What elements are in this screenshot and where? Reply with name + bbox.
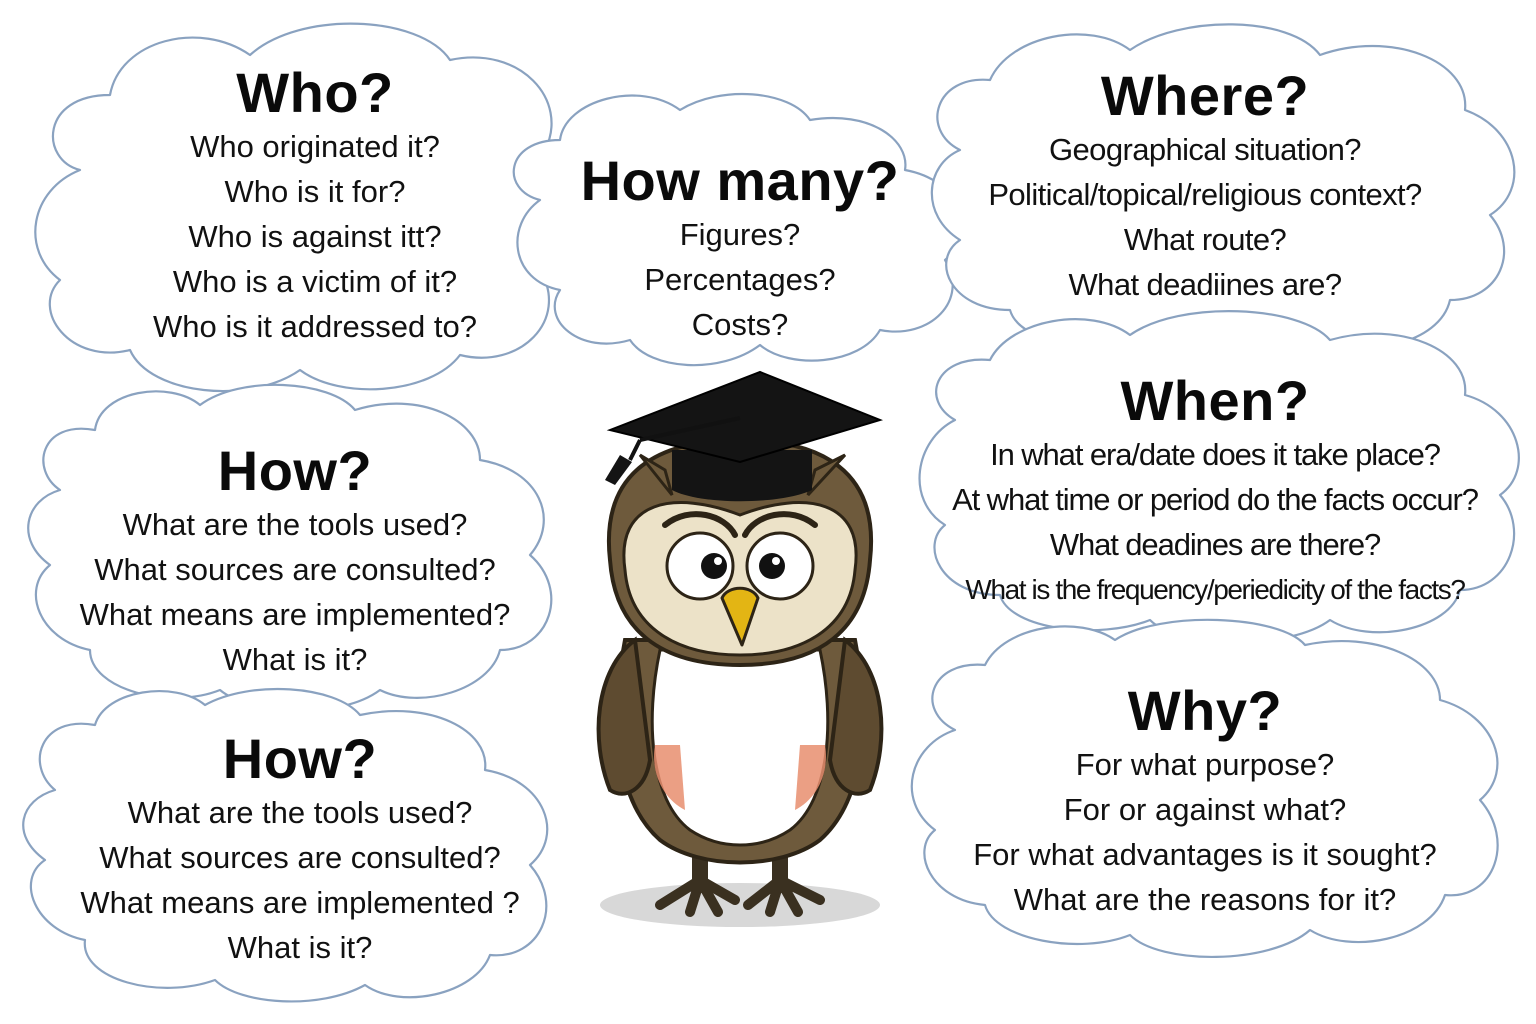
why-question-2: For or against what? bbox=[1063, 791, 1347, 827]
owl-with-graduation-cap-icon bbox=[596, 370, 884, 927]
cloud-how-many-text: How many? Figures? Percentages? Costs? bbox=[560, 150, 920, 347]
how-2-question-2: What sources are consulted? bbox=[99, 839, 501, 875]
who-question-2: Who is it for? bbox=[224, 173, 406, 209]
cloud-how-2-text: How? What are the tools used? What sourc… bbox=[55, 728, 545, 970]
cloud-how-many bbox=[514, 94, 963, 365]
cloud-why-text: Why? For what purpose? For or against wh… bbox=[945, 680, 1465, 922]
why-title: Why? bbox=[1127, 679, 1283, 742]
cloud-why bbox=[912, 620, 1498, 957]
who-question-4: Who is a victim of it? bbox=[172, 263, 458, 299]
how-many-question-3: Costs? bbox=[691, 306, 789, 342]
when-question-3: What deadines are there? bbox=[1049, 526, 1381, 562]
how-1-question-3: What means are implemented? bbox=[79, 596, 511, 632]
cloud-how-2 bbox=[23, 689, 547, 1001]
when-title: When? bbox=[1120, 369, 1310, 432]
how-1-question-1: What are the tools used? bbox=[122, 506, 468, 542]
how-1-title: How? bbox=[217, 439, 373, 502]
how-many-title: How many? bbox=[580, 149, 900, 212]
how-2-question-4: What is it? bbox=[227, 929, 373, 965]
cloud-where bbox=[932, 24, 1514, 357]
where-question-1: Geographical situation? bbox=[1049, 131, 1362, 167]
why-question-1: For what purpose? bbox=[1075, 746, 1335, 782]
who-question-5: Who is it addressed to? bbox=[153, 308, 477, 344]
cloud-when-text: When? In what era/date does it take plac… bbox=[940, 370, 1490, 612]
who-question-1: Who originated it? bbox=[190, 128, 440, 164]
where-title: Where? bbox=[1100, 64, 1310, 127]
where-question-2: Political/topical/religious context? bbox=[988, 176, 1422, 212]
cloud-who-text: Who? Who originated it? Who is it for? W… bbox=[100, 62, 530, 349]
when-question-2: At what time or period do the facts occu… bbox=[952, 481, 1479, 517]
when-question-1: In what era/date does it take place? bbox=[990, 436, 1441, 472]
how-1-question-4: What is it? bbox=[222, 641, 368, 677]
where-question-3: What route? bbox=[1123, 221, 1287, 257]
how-many-question-2: Percentages? bbox=[644, 261, 836, 297]
why-question-3: For what advantages is it sought? bbox=[973, 836, 1437, 872]
how-2-question-1: What are the tools used? bbox=[127, 794, 473, 830]
when-question-4: What is the frequency/periedicity of the… bbox=[965, 573, 1466, 605]
cloud-where-text: Where? Geographical situation? Political… bbox=[970, 65, 1440, 307]
how-2-question-3: What means are implemented ? bbox=[80, 884, 520, 920]
how-many-question-1: Figures? bbox=[679, 216, 801, 252]
why-question-4: What are the reasons for it? bbox=[1013, 881, 1397, 917]
who-title: Who? bbox=[236, 61, 394, 124]
cloud-when bbox=[920, 311, 1519, 642]
how-1-question-2: What sources are consulted? bbox=[94, 551, 496, 587]
where-question-4: What deadiines are? bbox=[1068, 266, 1343, 302]
who-question-3: Who is against itt? bbox=[188, 218, 442, 254]
cloud-how-1 bbox=[28, 385, 551, 711]
how-2-title: How? bbox=[222, 727, 378, 790]
cloud-how-1-text: How? What are the tools used? What sourc… bbox=[60, 440, 530, 682]
